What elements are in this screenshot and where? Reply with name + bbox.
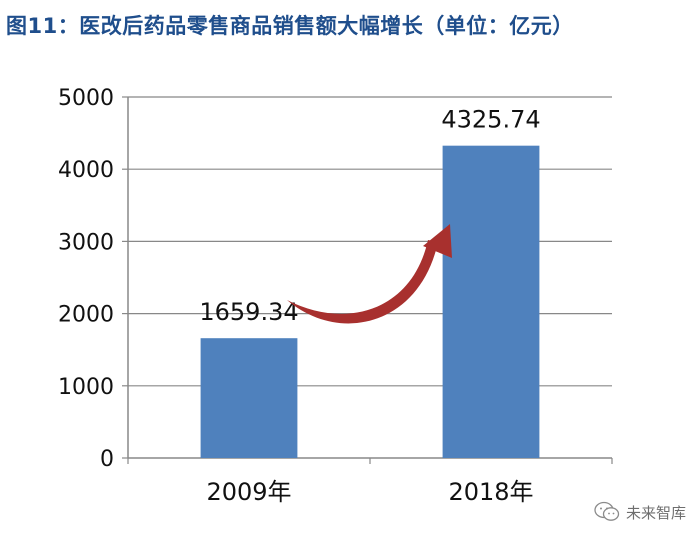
bar	[200, 338, 298, 458]
y-tick-label: 5000	[58, 86, 114, 111]
y-tick-label: 2000	[58, 303, 114, 328]
arrow-body	[287, 240, 438, 324]
y-tick-label: 3000	[58, 230, 114, 255]
watermark: 未来智库	[594, 501, 686, 523]
wechat-icon	[594, 501, 620, 521]
x-tick-label: 2018年	[448, 478, 533, 506]
growth-arrow	[287, 224, 452, 324]
y-tick-label: 0	[100, 447, 114, 472]
chart-title: 图11：医改后药品零售商品销售额大幅增长（单位：亿元）	[6, 14, 574, 38]
y-tick-label: 4000	[58, 158, 114, 183]
data-label: 1659.34	[199, 298, 298, 326]
data-label: 4325.74	[441, 106, 540, 134]
bar	[442, 145, 540, 458]
x-tick-label: 2009年	[206, 478, 291, 506]
arrow-head	[423, 224, 452, 258]
bars	[200, 145, 540, 458]
watermark-text: 未来智库	[625, 503, 686, 522]
labels: 0 1000 2000 3000 4000 5000 1659.34 2009年 4325.74…	[58, 86, 541, 506]
y-tick-label: 1000	[58, 375, 114, 400]
